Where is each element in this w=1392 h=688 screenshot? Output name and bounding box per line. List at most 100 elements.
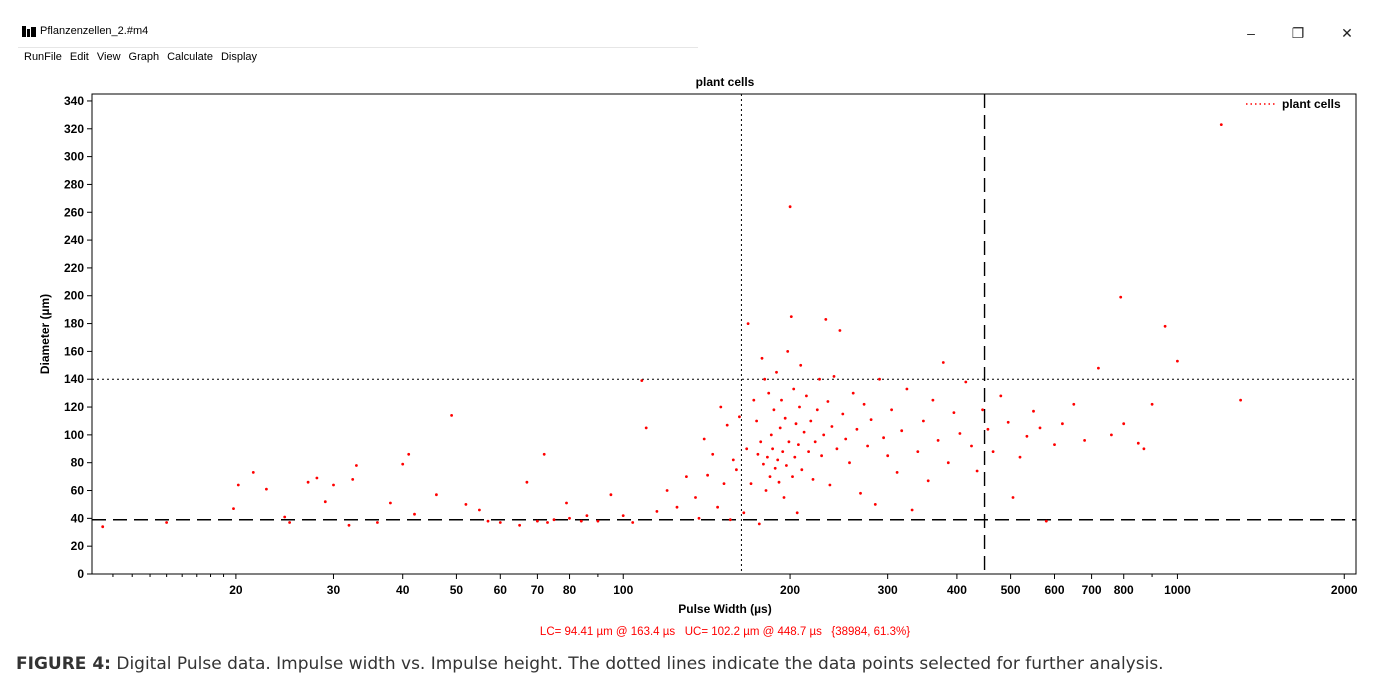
data-point bbox=[772, 408, 776, 412]
data-point bbox=[719, 405, 723, 409]
data-point bbox=[694, 496, 697, 499]
legend: plant cells bbox=[1246, 97, 1341, 111]
data-point bbox=[785, 464, 788, 467]
data-point bbox=[798, 405, 801, 409]
data-point bbox=[862, 402, 866, 406]
data-point bbox=[768, 475, 772, 478]
caption-text: Digital Pulse data. Impulse width vs. Im… bbox=[110, 654, 1164, 674]
x-tick-label: 1000 bbox=[1164, 583, 1191, 597]
menu-edit[interactable]: Edit bbox=[69, 51, 89, 63]
y-tick-label: 120 bbox=[64, 400, 84, 414]
y-axis: 0 20 40 60 80 100 120 140 160 180 200 220 240 260 280 3… bbox=[64, 94, 92, 581]
menu-calculate[interactable]: Calculate bbox=[167, 51, 213, 63]
data-point bbox=[1110, 433, 1113, 437]
data-point bbox=[722, 482, 726, 485]
x-tick-label: 20 bbox=[229, 583, 243, 597]
data-point bbox=[332, 483, 335, 487]
data-point bbox=[1119, 295, 1123, 299]
x-tick-label: 600 bbox=[1044, 583, 1064, 597]
x-tick-label: 50 bbox=[450, 583, 464, 597]
menu-display[interactable]: Display bbox=[220, 51, 258, 63]
data-point bbox=[780, 398, 783, 402]
data-point bbox=[1163, 324, 1167, 328]
data-point bbox=[905, 387, 909, 391]
y-tick-label: 260 bbox=[64, 205, 84, 219]
data-point bbox=[323, 500, 327, 504]
data-point bbox=[941, 361, 945, 364]
data-point bbox=[999, 394, 1003, 398]
plot-panel[interactable]: plant cells 0 20 40 60 80 100 120 140 160 180 200 2… bbox=[18, 68, 1372, 644]
x-tick-label: 300 bbox=[878, 583, 898, 597]
data-point bbox=[851, 391, 855, 395]
close-button[interactable]: ✕ bbox=[1341, 24, 1353, 41]
data-point bbox=[759, 440, 763, 444]
data-point bbox=[609, 493, 613, 497]
menu-graph[interactable]: Graph bbox=[128, 51, 160, 63]
data-point bbox=[926, 479, 930, 483]
data-point bbox=[832, 375, 836, 378]
y-tick-label: 180 bbox=[64, 317, 84, 331]
data-point bbox=[389, 501, 392, 505]
application-window: Pflanzenzellen_2.#m4 – ❐ ✕ RunFile Edit … bbox=[18, 18, 1372, 644]
data-point bbox=[283, 515, 287, 519]
data-point bbox=[621, 514, 625, 517]
data-point bbox=[518, 523, 521, 527]
data-point bbox=[855, 427, 859, 431]
y-tick-label: 220 bbox=[64, 261, 84, 275]
data-point bbox=[675, 505, 679, 509]
data-point bbox=[815, 408, 819, 412]
data-point bbox=[910, 508, 914, 512]
data-point bbox=[869, 418, 873, 421]
data-point bbox=[1083, 439, 1086, 442]
menubar-divider bbox=[18, 47, 698, 48]
x-tick-label: 70 bbox=[531, 583, 545, 597]
data-point bbox=[767, 391, 771, 395]
data-point bbox=[986, 427, 990, 431]
data-point bbox=[873, 503, 877, 506]
data-point bbox=[596, 519, 600, 523]
data-point bbox=[413, 512, 416, 516]
data-point bbox=[958, 432, 962, 435]
data-point bbox=[787, 440, 791, 444]
window-title: Pflanzenzellen_2.#m4 bbox=[40, 25, 149, 37]
data-point bbox=[838, 329, 842, 332]
data-point bbox=[498, 521, 502, 524]
data-point bbox=[755, 419, 758, 423]
data-point bbox=[165, 521, 169, 524]
data-point bbox=[756, 452, 760, 456]
data-point bbox=[946, 461, 950, 465]
data-point bbox=[859, 491, 862, 495]
data-point bbox=[1025, 434, 1029, 438]
menu-runfile[interactable]: RunFile bbox=[24, 51, 62, 63]
data-point bbox=[288, 521, 291, 524]
minimize-button[interactable]: – bbox=[1247, 25, 1255, 41]
data-point bbox=[776, 458, 780, 462]
data-point bbox=[936, 439, 940, 442]
y-axis-label: Diameter (µm) bbox=[38, 294, 52, 374]
restore-button[interactable]: ❐ bbox=[1291, 24, 1305, 41]
data-point bbox=[265, 487, 268, 491]
data-point bbox=[631, 521, 635, 524]
menu-view[interactable]: View bbox=[96, 51, 121, 63]
data-point bbox=[644, 426, 648, 430]
data-point bbox=[781, 450, 785, 453]
data-point bbox=[793, 455, 797, 459]
data-point bbox=[478, 508, 481, 512]
scatter-chart[interactable]: plant cells 0204060801001201401601802002… bbox=[18, 68, 1372, 644]
data-point bbox=[895, 471, 899, 474]
data-point bbox=[802, 430, 806, 434]
data-point bbox=[900, 429, 904, 433]
data-point bbox=[809, 419, 813, 423]
data-point bbox=[844, 437, 848, 441]
title-bar[interactable]: Pflanzenzellen_2.#m4 – ❐ ✕ bbox=[18, 18, 1372, 46]
data-point bbox=[848, 461, 851, 465]
data-point bbox=[769, 433, 773, 437]
data-point bbox=[706, 473, 709, 477]
data-point bbox=[101, 525, 105, 529]
x-axis-label: Pulse Width (µs) bbox=[678, 602, 771, 616]
y-tick-label: 60 bbox=[71, 484, 85, 498]
data-point bbox=[716, 505, 719, 509]
data-point bbox=[351, 478, 355, 481]
x-tick-label: 100 bbox=[613, 583, 633, 597]
data-point bbox=[552, 518, 556, 522]
